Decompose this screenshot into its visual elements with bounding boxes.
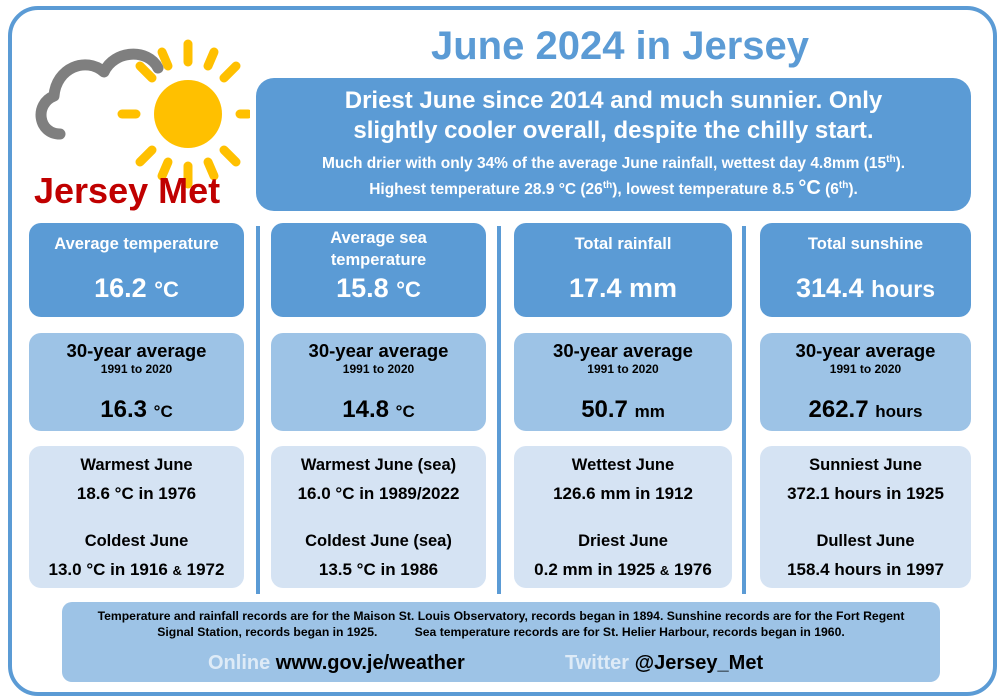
column-divider (497, 226, 501, 594)
record-value: 0.2 mm in 1925 & 1976 (534, 560, 712, 579)
avg-heading: 30-year average (66, 340, 207, 361)
avg-range: 1991 to 2020 (100, 362, 173, 376)
summary-headline-2: slightly cooler overall, despite the chi… (353, 117, 874, 144)
avg-range: 1991 to 2020 (587, 362, 659, 376)
avg-heading: 30-year average (795, 340, 936, 361)
brand-name: Jersey Met (34, 170, 221, 211)
average-temperature-card: Average temperature 16.2 °C (29, 223, 244, 317)
avg-range: 1991 to 2020 (342, 362, 415, 376)
twitter-link[interactable]: Twitter @Jersey_Met (565, 652, 764, 674)
card-label: Total rainfall (574, 235, 672, 253)
avg-heading: 30-year average (553, 340, 693, 361)
record-heading: Warmest June (sea) (300, 456, 457, 474)
sunshine-records-card: Sunniest June 372.1 hours in 1925 Dulles… (760, 446, 971, 588)
card-value: 17.4 mm (568, 273, 678, 303)
avg-range: 1991 to 2020 (829, 362, 902, 376)
record-value: 126.6 mm in 1912 (553, 484, 693, 503)
card-label: Average sea temperature (330, 229, 427, 269)
record-value: 18.6 °C in 1976 (76, 484, 197, 503)
record-heading: Coldest June (84, 532, 189, 550)
total-sunshine-card: Total sunshine 314.4 hours (760, 223, 971, 317)
average-sea-temperature-card: Average sea temperature 15.8 °C (271, 223, 486, 317)
card-value: 15.8 °C (336, 273, 421, 303)
card-value: 16.2 °C (94, 273, 179, 303)
jersey-met-logo (35, 39, 250, 189)
summary-panel: Driest June since 2014 and much sunnier.… (256, 78, 971, 211)
rainfall-records-card: Wettest June 126.6 mm in 1912 Driest Jun… (514, 446, 732, 588)
record-heading: Coldest June (sea) (305, 532, 452, 550)
footer-panel: Temperature and rainfall records are for… (62, 602, 940, 682)
avg-value: 50.7 mm (581, 396, 665, 423)
summary-rainfall-line: Much drier with only 34% of the average … (321, 154, 906, 173)
record-heading: Driest June (578, 532, 668, 550)
cloud-icon (35, 48, 164, 140)
online-link[interactable]: Online www.gov.je/weather (208, 652, 465, 674)
card-label: Total sunshine (807, 235, 924, 253)
column-divider (742, 226, 746, 594)
record-value: 13.5 °C in 1986 (318, 560, 439, 579)
record-value: 13.0 °C in 1916 & 1972 (48, 560, 225, 579)
record-heading: Sunniest June (809, 456, 922, 474)
card-value: 314.4 hours (796, 273, 935, 303)
record-heading: Dullest June (816, 532, 915, 550)
record-value: 158.4 hours in 1997 (787, 560, 944, 579)
sun-icon (117, 39, 250, 189)
rainfall-30yr-average-card: 30-year average 1991 to 2020 50.7 mm (514, 333, 732, 431)
sea-temperature-30yr-average-card: 30-year average 1991 to 2020 14.8 °C (271, 333, 486, 431)
avg-value: 262.7 hours (808, 396, 923, 423)
record-value: 372.1 hours in 1925 (787, 484, 944, 503)
summary-temperature-line: Highest temperature 28.9 °C (26th), lowe… (369, 177, 858, 200)
summary-headline-1: Driest June since 2014 and much sunnier.… (344, 87, 883, 114)
sea-temperature-records-card: Warmest June (sea) 16.0 °C in 1989/2022 … (271, 446, 486, 588)
record-value: 16.0 °C in 1989/2022 (297, 484, 460, 503)
record-heading: Warmest June (80, 456, 193, 474)
page-title: June 2024 in Jersey (430, 24, 810, 68)
sunshine-30yr-average-card: 30-year average 1991 to 2020 262.7 hours (760, 333, 971, 431)
total-rainfall-card: Total rainfall 17.4 mm (514, 223, 732, 317)
card-label: Average temperature (54, 235, 219, 253)
avg-heading: 30-year average (308, 340, 449, 361)
avg-value: 14.8 °C (342, 396, 415, 423)
temperature-records-card: Warmest June 18.6 °C in 1976 Coldest Jun… (29, 446, 244, 588)
column-divider (256, 226, 260, 594)
records-note: Temperature and rainfall records are for… (97, 609, 905, 639)
temperature-30yr-average-card: 30-year average 1991 to 2020 16.3 °C (29, 333, 244, 431)
record-heading: Wettest June (571, 456, 675, 474)
avg-value: 16.3 °C (100, 396, 173, 423)
